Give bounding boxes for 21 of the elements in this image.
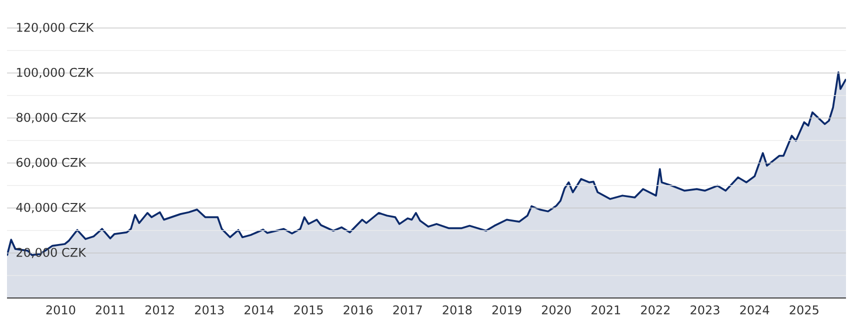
x-tick-label: 2021 — [592, 305, 620, 314]
x-tick-label: 2025 — [790, 305, 818, 314]
x-tick-label: 2015 — [294, 305, 323, 314]
x-tick-label: 2013 — [195, 305, 224, 314]
x-tick-label: 2017 — [393, 305, 422, 314]
x-tick-label: 2020 — [542, 305, 571, 314]
y-tick-label: 40,000 CZK — [16, 202, 86, 214]
x-tick-label: 2016 — [344, 305, 373, 314]
x-tick-label: 2024 — [740, 305, 770, 314]
y-tick-label: 60,000 CZK — [16, 158, 86, 168]
y-tick-label: 100,000 CZK — [17, 68, 94, 78]
x-tick-label: 2011 — [96, 305, 124, 314]
x-tick-label: 2012 — [145, 305, 174, 314]
x-tick-label: 2022 — [641, 305, 670, 314]
y-tick-label: 120,000 CZK — [17, 22, 94, 34]
x-tick-label: 2023 — [690, 305, 720, 314]
x-tick-label: 2019 — [492, 305, 522, 314]
y-tick-label: 80,000 CZK — [16, 112, 86, 124]
x-tick-label: 2018 — [442, 305, 472, 314]
x-tick-label: 2010 — [46, 305, 76, 314]
x-tick-label: 2014 — [244, 305, 274, 314]
